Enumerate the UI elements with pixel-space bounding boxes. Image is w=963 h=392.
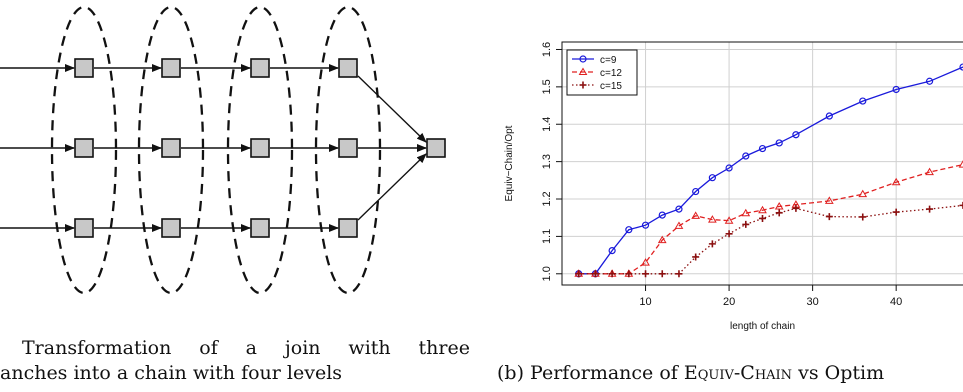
data-point (674, 221, 684, 229)
join-chain-diagram (0, 5, 446, 295)
y-tick-label: 1.6 (541, 42, 553, 57)
data-point (725, 164, 733, 172)
level-ellipse-2 (137, 5, 205, 295)
performance-chart: 10 20 30 40 1.0 1.1 1.2 1.3 1.4 1.5 1.6 length of c… (504, 41, 963, 332)
data-point (691, 211, 701, 219)
chain-node (74, 218, 94, 238)
x-tick-label: 20 (723, 296, 735, 308)
data-point (742, 152, 750, 160)
data-point (741, 208, 751, 217)
data-point (641, 221, 650, 229)
figure-a-caption-line2: anches into a chain with four levels (0, 362, 343, 384)
level-ellipse-3 (226, 5, 294, 295)
edge (357, 153, 427, 221)
data-point (892, 208, 900, 216)
chain-node (161, 138, 181, 158)
chain-node (338, 138, 358, 158)
y-tick-label: 1.0 (541, 266, 553, 281)
y-axis-label: Equiv−Chain/Opt (504, 125, 515, 201)
data-point (891, 177, 901, 186)
data-point (758, 205, 767, 214)
data-point (774, 201, 784, 210)
series-line-c=15 (578, 204, 963, 275)
data-point (825, 112, 833, 120)
chain-node (161, 58, 181, 78)
figure-b-caption: (b) Performance of Equiv-Chain vs Optim (497, 362, 885, 384)
y-tick-label: 1.5 (541, 79, 553, 94)
data-point (625, 270, 633, 278)
data-point (708, 215, 717, 223)
data-point (959, 63, 963, 71)
chain-node (250, 138, 270, 158)
data-point (725, 230, 733, 238)
data-point (608, 270, 616, 278)
data-point (742, 220, 750, 228)
data-point (859, 97, 867, 105)
data-point (724, 216, 734, 224)
data-point (958, 160, 963, 168)
data-point (641, 258, 650, 266)
chain-node (250, 58, 270, 78)
data-point (608, 247, 616, 255)
data-point (575, 270, 583, 278)
data-point (925, 77, 934, 85)
data-point (692, 187, 700, 196)
y-tick-label: 1.2 (541, 191, 553, 206)
x-tick-label: 30 (807, 296, 819, 308)
data-point (759, 214, 766, 222)
data-point (824, 196, 834, 204)
x-axis-label: length of chain (730, 321, 795, 332)
data-point (708, 240, 716, 248)
figure-a-caption-line1: Transformation of a join with three (22, 337, 470, 359)
chain-node (338, 218, 358, 238)
chain-node (338, 58, 358, 78)
data-point (926, 205, 934, 213)
data-point (925, 167, 934, 176)
data-point (758, 144, 767, 153)
level-ellipse-1 (50, 5, 118, 295)
data-point (642, 270, 650, 278)
data-point (675, 270, 683, 278)
x-tick-label: 40 (890, 296, 902, 308)
data-point (775, 139, 783, 147)
legend-label: c=12 (600, 68, 622, 79)
edge (357, 75, 427, 143)
legend-marker (579, 81, 587, 89)
data-point (858, 189, 868, 198)
series-line-c=12 (578, 163, 963, 275)
y-tick-label: 1.4 (541, 117, 553, 132)
data-point (657, 235, 667, 244)
legend-marker (578, 67, 588, 75)
data-point (775, 209, 783, 217)
series-line-c=9 (578, 66, 963, 275)
data-point (892, 85, 900, 94)
data-point (859, 213, 867, 221)
legend-marker (579, 55, 587, 63)
figure-a-caption: Transformation of a join with three anch… (0, 336, 470, 386)
data-point (792, 204, 800, 212)
y-tick-label: 1.1 (541, 229, 553, 244)
data-point (675, 205, 683, 213)
chain-node (74, 58, 94, 78)
chain-node (74, 138, 94, 158)
legend-label: c=9 (600, 55, 617, 66)
data-point (591, 270, 599, 278)
data-point (959, 201, 963, 209)
data-point (825, 213, 833, 221)
data-point (792, 131, 800, 139)
x-tick-label: 10 (639, 296, 651, 308)
data-point (625, 226, 633, 234)
data-point (658, 270, 666, 278)
chain-node (161, 218, 181, 238)
plot-frame (561, 41, 963, 286)
data-point (708, 174, 716, 182)
data-point (692, 253, 700, 261)
data-point (658, 211, 666, 219)
level-ellipse-4 (314, 5, 382, 295)
join-node (426, 138, 446, 158)
y-tick-label: 1.3 (541, 154, 553, 169)
legend-box (566, 49, 638, 96)
chain-node (250, 218, 270, 238)
legend-label: c=15 (600, 81, 622, 92)
